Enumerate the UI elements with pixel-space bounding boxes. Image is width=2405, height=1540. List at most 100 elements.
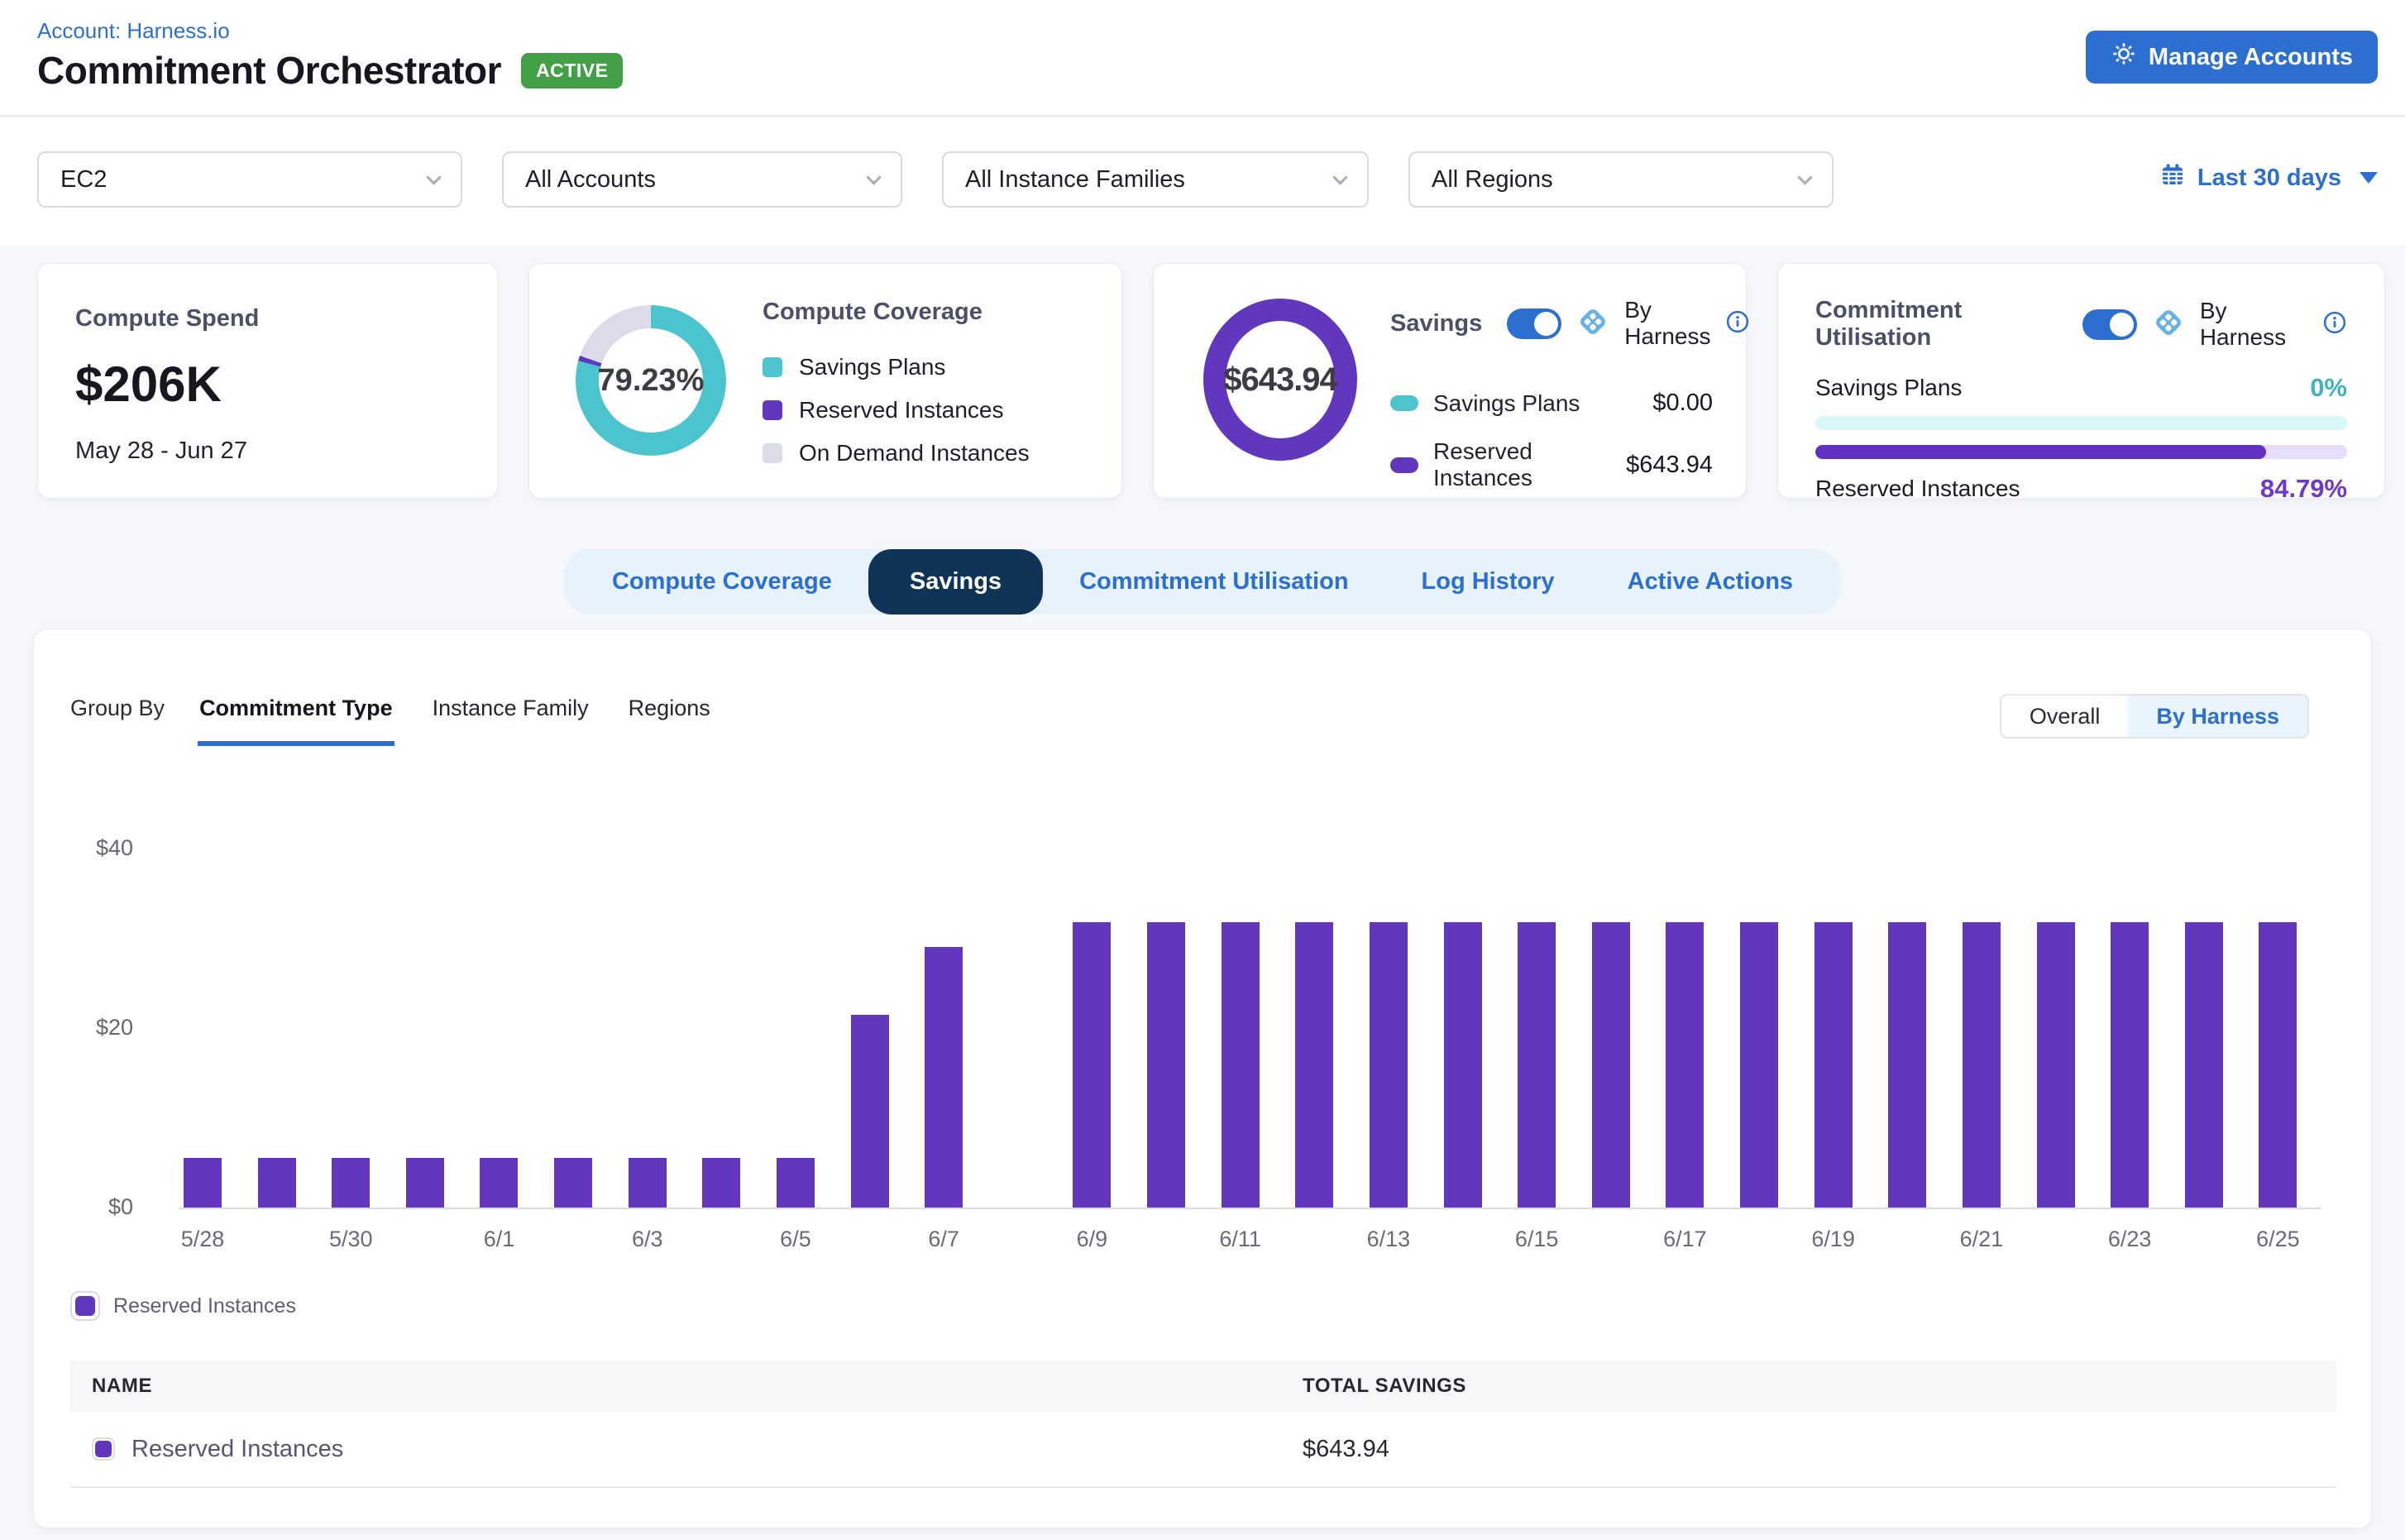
by-harness-label: By Harness	[1624, 297, 1711, 349]
by-harness-toggle[interactable]	[2082, 308, 2137, 340]
y-axis-label: $40	[95, 835, 133, 860]
date-range-picker[interactable]: Last 30 days	[2159, 161, 2378, 194]
column-header-total-savings: TOTAL SAVINGS	[1303, 1375, 1467, 1397]
view-toggle-overall[interactable]: Overall	[2001, 696, 2129, 737]
tab-compute-coverage[interactable]: Compute Coverage	[611, 568, 832, 595]
bar-6/9[interactable]	[1073, 921, 1112, 1208]
x-axis-label: 6/21	[1959, 1227, 2004, 1251]
tab-commitment-utilisation[interactable]: Commitment Utilisation	[1079, 568, 1349, 595]
bar-6/19[interactable]	[1814, 921, 1853, 1208]
account-breadcrumb-link[interactable]: Account: Harness.io	[37, 18, 230, 43]
bar-6/7[interactable]	[925, 947, 963, 1208]
ri-util-fill	[1815, 445, 2267, 459]
reserved-instances-utilisation-percent: 84.79%	[2259, 474, 2347, 503]
chevron-down-icon	[866, 169, 882, 185]
manage-accounts-label: Manage Accounts	[2148, 43, 2353, 70]
bar-6/11[interactable]	[1221, 921, 1260, 1208]
section-tabs: Compute Coverage Savings Commitment Util…	[563, 549, 1842, 615]
x-axis-label: 6/17	[1663, 1227, 1707, 1251]
bar-6/22[interactable]	[2036, 921, 2075, 1208]
bar-6/13[interactable]	[1369, 921, 1408, 1208]
savings-row-reserved-instances: Reserved Instances $643.94	[1390, 438, 1713, 491]
manage-accounts-button[interactable]: Manage Accounts	[2085, 31, 2378, 84]
bar-6/12[interactable]	[1295, 921, 1334, 1208]
bar-5/31[interactable]	[405, 1158, 444, 1208]
by-harness-toggle[interactable]	[1507, 308, 1562, 339]
bar-6/5[interactable]	[776, 1158, 815, 1208]
bar-6/20[interactable]	[1888, 921, 1927, 1208]
x-axis-line	[179, 1208, 2321, 1209]
x-axis-label: 6/3	[631, 1227, 663, 1251]
x-axis-label: 6/1	[483, 1227, 515, 1251]
bar-6/16[interactable]	[1591, 921, 1630, 1208]
commitment-utilisation-title: Commitment Utilisation	[1815, 297, 1963, 351]
gray-swatch	[763, 443, 782, 463]
bar-5/30[interactable]	[332, 1158, 371, 1208]
instance-families-select[interactable]: All Instance Families	[942, 151, 1369, 208]
compute-spend-value: $206K	[75, 356, 222, 412]
bar-6/14[interactable]	[1443, 921, 1482, 1208]
savings-title: Savings	[1390, 309, 1483, 337]
table-row[interactable]: Reserved Instances $643.94	[70, 1412, 2336, 1488]
view-toggle-by-harness[interactable]: By Harness	[2128, 696, 2307, 737]
reserved-instances-amount: $643.94	[1626, 451, 1713, 478]
gear-icon	[2111, 41, 2137, 74]
tab-active-actions[interactable]: Active Actions	[1627, 568, 1794, 595]
table-header: NAME TOTAL SAVINGS	[70, 1361, 2336, 1412]
info-icon[interactable]	[1725, 309, 1750, 338]
tab-log-history[interactable]: Log History	[1421, 568, 1555, 595]
utilisation-savings-plans-row: Savings Plans 0%	[1815, 373, 2347, 402]
instance-families-select-value: All Instance Families	[965, 165, 1185, 193]
purple-swatch	[92, 1437, 115, 1461]
teal-swatch	[763, 357, 782, 377]
x-axis-label: 5/30	[328, 1227, 373, 1251]
reserved-instances-utilisation-bar	[1815, 445, 2347, 459]
bar-6/24[interactable]	[2184, 921, 2223, 1208]
group-by-regions[interactable]: Regions	[628, 696, 710, 720]
accounts-select[interactable]: All Accounts	[502, 151, 902, 208]
bar-6/23[interactable]	[2111, 921, 2149, 1208]
group-by-instance-family[interactable]: Instance Family	[432, 696, 589, 720]
regions-select[interactable]: All Regions	[1408, 151, 1834, 208]
x-axis-label: 6/7	[928, 1227, 959, 1251]
bar-chart: 5/28 5/30 6/1 6/3 6/5 6/7 6/9 6/11 6/13 6/15 6/17 6…	[34, 835, 2373, 1283]
service-select[interactable]: EC2	[37, 151, 462, 208]
bar-6/6[interactable]	[850, 1014, 889, 1208]
bar-6/18[interactable]	[1740, 921, 1779, 1208]
savings-card: $643.94 Savings By Harness	[1153, 263, 1750, 499]
info-icon[interactable]	[2322, 310, 2347, 339]
bar-6/1[interactable]	[480, 1158, 519, 1208]
legend-item-on-demand: On Demand Instances	[763, 440, 1030, 466]
x-axis-label: 5/28	[180, 1227, 225, 1251]
regions-select-value: All Regions	[1432, 165, 1553, 193]
savings-plans-utilisation-bar	[1815, 416, 2347, 430]
bar-6/10[interactable]	[1147, 921, 1186, 1208]
bar-5/29[interactable]	[257, 1158, 296, 1208]
x-axis-label: 6/9	[1076, 1227, 1108, 1251]
compute-coverage-percent: 79.23%	[597, 362, 705, 398]
group-by-label: Group By	[70, 696, 165, 720]
bar-6/25[interactable]	[2259, 921, 2297, 1208]
x-axis-label: 6/19	[1811, 1227, 1855, 1251]
bar-6/21[interactable]	[1962, 921, 2001, 1208]
bar-6/3[interactable]	[628, 1158, 667, 1208]
chart-legend-label: Reserved Instances	[113, 1294, 296, 1318]
bar-6/4[interactable]	[702, 1158, 741, 1208]
purple-swatch	[763, 400, 782, 420]
bar-6/17[interactable]	[1666, 921, 1705, 1208]
bar-6/2[interactable]	[554, 1158, 593, 1208]
compute-spend-period: May 28 - Jun 27	[75, 438, 247, 464]
reserved-instances-legend-checkbox[interactable]	[70, 1291, 100, 1321]
group-by-commitment-type[interactable]: Commitment Type	[198, 694, 394, 746]
row-total-savings: $643.94	[1303, 1435, 1389, 1462]
bar-5/28[interactable]	[184, 1158, 222, 1208]
group-by-row: Group By Commitment Type Instance Family…	[70, 694, 2309, 746]
compute-spend-card: Compute Spend $206K May 28 - Jun 27	[37, 263, 498, 499]
service-select-value: EC2	[60, 165, 108, 193]
x-axis-label: 6/23	[2107, 1227, 2152, 1251]
commitment-utilisation-card: Commitment Utilisation By Harness Saving…	[1777, 263, 2385, 503]
tab-savings[interactable]: Savings	[868, 549, 1044, 615]
bar-6/15[interactable]	[1518, 921, 1556, 1208]
x-axis-label: 6/13	[1366, 1227, 1411, 1251]
